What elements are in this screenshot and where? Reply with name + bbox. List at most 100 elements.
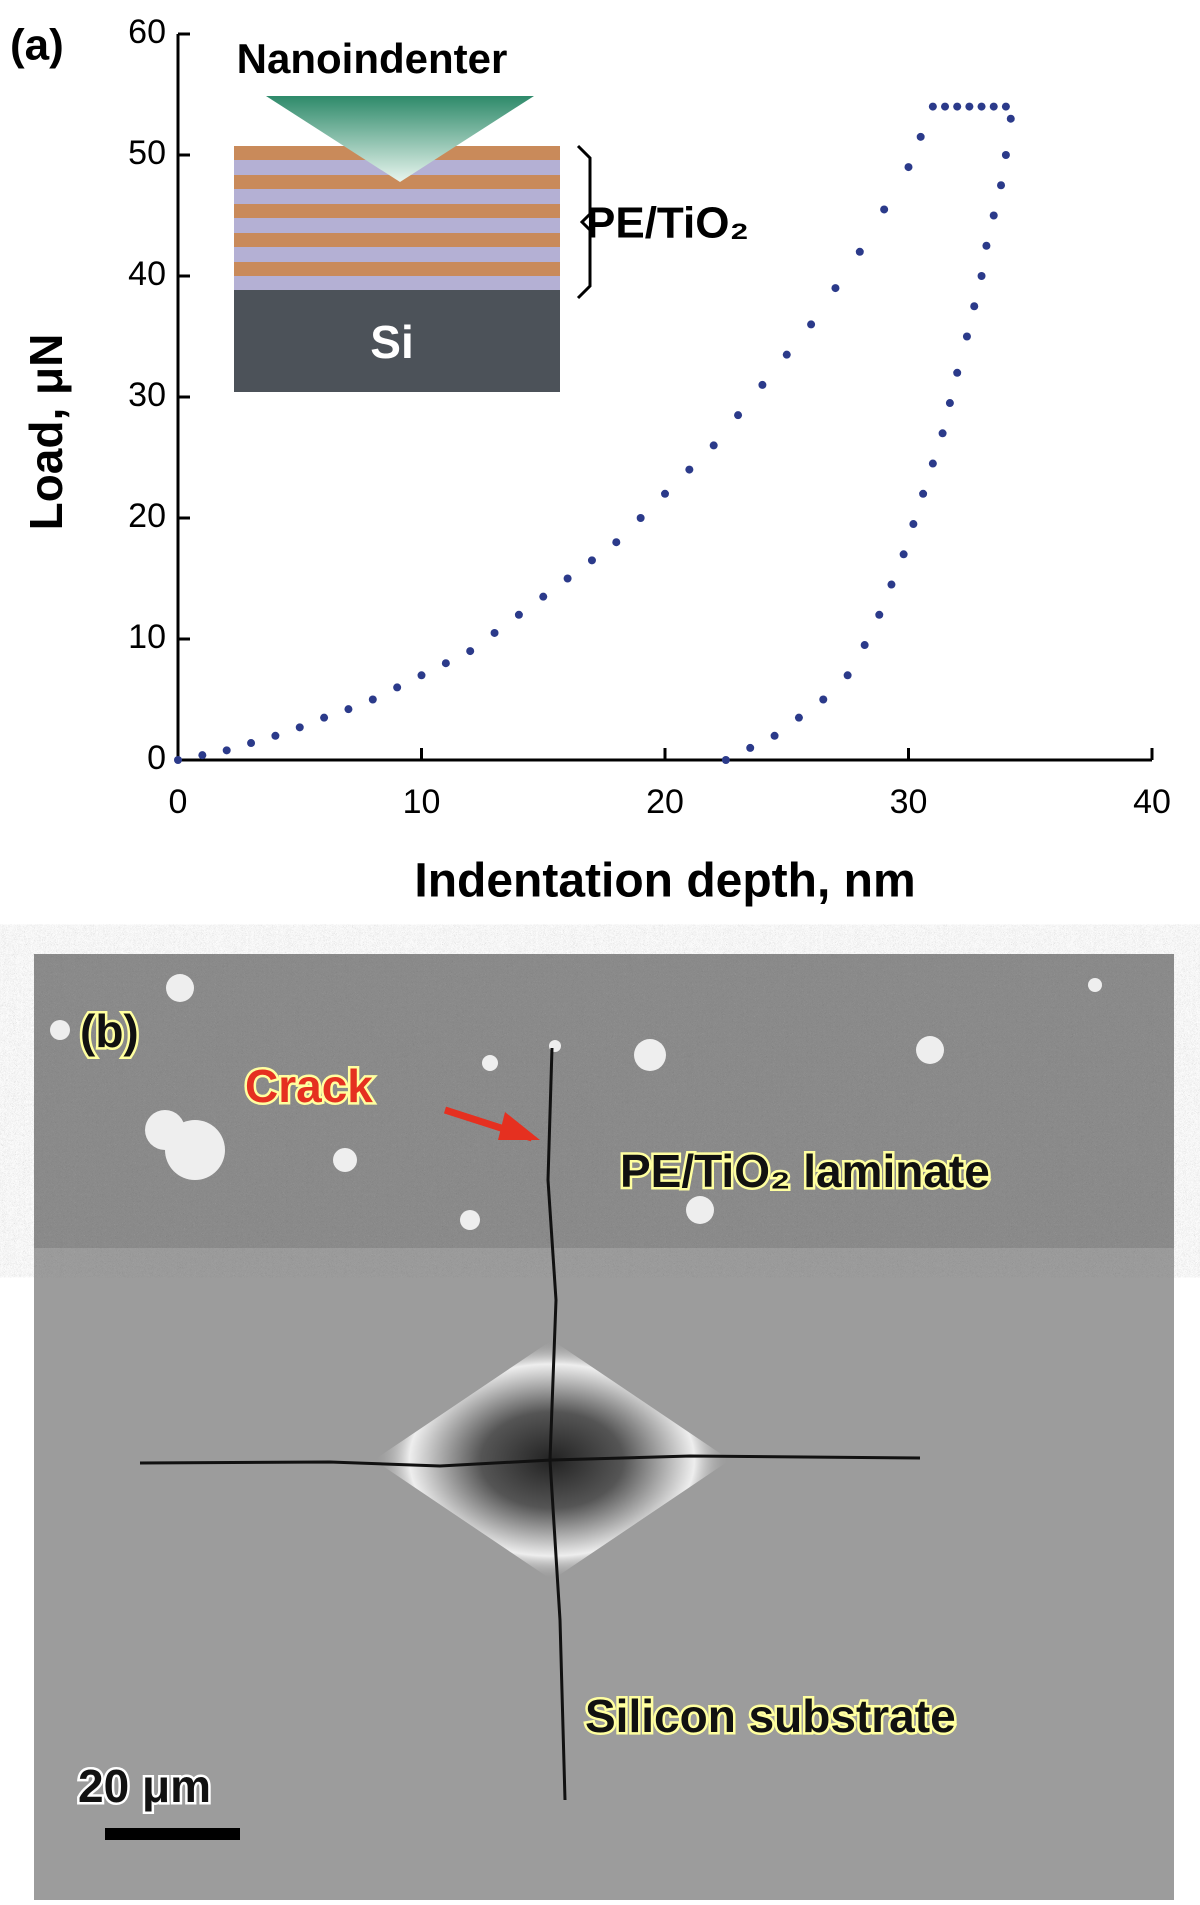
data-point: [721, 756, 730, 764]
data-point: [174, 756, 182, 764]
data-point: [320, 713, 329, 722]
x-tick-label: 40: [1133, 783, 1171, 821]
data-point: [945, 399, 954, 408]
data-point: [919, 489, 928, 498]
data-point: [928, 459, 937, 468]
data-point: [965, 102, 974, 111]
data-point: [909, 520, 918, 529]
data-point: [271, 731, 280, 740]
y-tick-label: 20: [128, 497, 166, 535]
inset: Nanoindenter PE/TiO₂ Si: [234, 35, 749, 392]
data-point: [514, 610, 523, 619]
y-tick-label: 10: [128, 618, 166, 656]
data-point: [938, 429, 947, 438]
data-point: [709, 441, 718, 450]
data-point: [782, 350, 791, 359]
data-point: [819, 695, 828, 704]
data-point: [904, 163, 913, 172]
inset-label: PE/TiO₂: [586, 199, 749, 248]
y-axis-title: Load, μN: [20, 334, 72, 531]
particles: [50, 974, 1102, 1230]
data-point: [953, 102, 962, 111]
data-point: [734, 411, 743, 420]
data-point: [587, 556, 596, 565]
crack-line: [139, 1454, 921, 1468]
data-point: [989, 102, 998, 111]
data-point: [962, 332, 971, 341]
y-tick-label: 50: [128, 134, 166, 172]
scale-bar: [105, 1828, 240, 1840]
data-point: [685, 465, 694, 474]
layer: [234, 204, 560, 218]
micrograph: (b) Crack PE/TiO₂ laminate Silicon subst…: [34, 954, 1174, 1900]
data-point: [941, 102, 950, 111]
data-point: [887, 580, 896, 589]
x-axis-title: Indentation depth, nm: [414, 855, 915, 908]
data-point: [295, 723, 304, 732]
data-point: [831, 284, 840, 293]
crack-line: [546, 1047, 567, 1801]
data-point: [989, 211, 998, 220]
data-point: [612, 538, 621, 547]
data-point: [368, 695, 377, 704]
data-point: [875, 610, 884, 619]
texture: [34, 954, 1174, 1248]
data-point: [417, 671, 426, 680]
data-point: [970, 302, 979, 311]
data-point: [1001, 151, 1010, 159]
x-tick-label: 0: [169, 783, 188, 821]
data-point: [661, 489, 669, 498]
data-point: [563, 574, 572, 583]
bracket: [576, 144, 592, 300]
data-point: [441, 659, 450, 668]
x-tick-label: 10: [403, 783, 441, 821]
annotation: Silicon substrate: [585, 1690, 956, 1742]
data-point: [222, 746, 231, 755]
data-point: [807, 320, 816, 329]
data-point: [977, 272, 986, 280]
data-point: [916, 132, 925, 141]
data-point: [1006, 114, 1015, 123]
indenter-tip: [266, 96, 534, 182]
data-point: [393, 683, 402, 692]
data-point: [758, 380, 767, 389]
data-point: [794, 713, 803, 722]
layer: [234, 262, 560, 276]
panel-label: (a): [10, 21, 64, 70]
arrow-head: [498, 1112, 540, 1140]
data-point: [899, 550, 908, 559]
layer: [234, 175, 560, 189]
data-point: [746, 743, 755, 752]
y-tick-label: 40: [128, 255, 166, 293]
scale-label: 20 μm: [78, 1760, 211, 1812]
annotation: PE/TiO₂ laminate: [620, 1145, 990, 1197]
data-point: [928, 102, 937, 111]
data-point: [982, 241, 991, 250]
layer: [234, 233, 560, 247]
x-tick-label: 20: [646, 783, 684, 821]
y-tick-label: 60: [128, 13, 166, 51]
data-point: [344, 705, 353, 714]
substrate: [234, 290, 560, 392]
y-tick-label: 30: [128, 376, 166, 414]
data-point: [466, 647, 475, 656]
data-point: [1001, 102, 1010, 111]
panel-label: (b): [80, 1005, 139, 1057]
data-point: [843, 671, 852, 680]
data-point: [490, 628, 499, 637]
data-point: [247, 739, 256, 748]
data-point: [997, 181, 1006, 190]
data-point: [860, 641, 869, 650]
data-point: [855, 247, 864, 256]
annotation: Crack: [245, 1060, 373, 1112]
data-point: [953, 368, 962, 377]
inset-label: Nanoindenter: [237, 35, 508, 82]
data-point: [977, 102, 986, 111]
y-tick-label: 0: [147, 739, 166, 777]
inset-label: Si: [370, 316, 413, 368]
data-point: [636, 514, 645, 522]
x-tick-label: 30: [890, 783, 928, 821]
data-point: [198, 751, 207, 760]
data-point: [770, 731, 779, 740]
